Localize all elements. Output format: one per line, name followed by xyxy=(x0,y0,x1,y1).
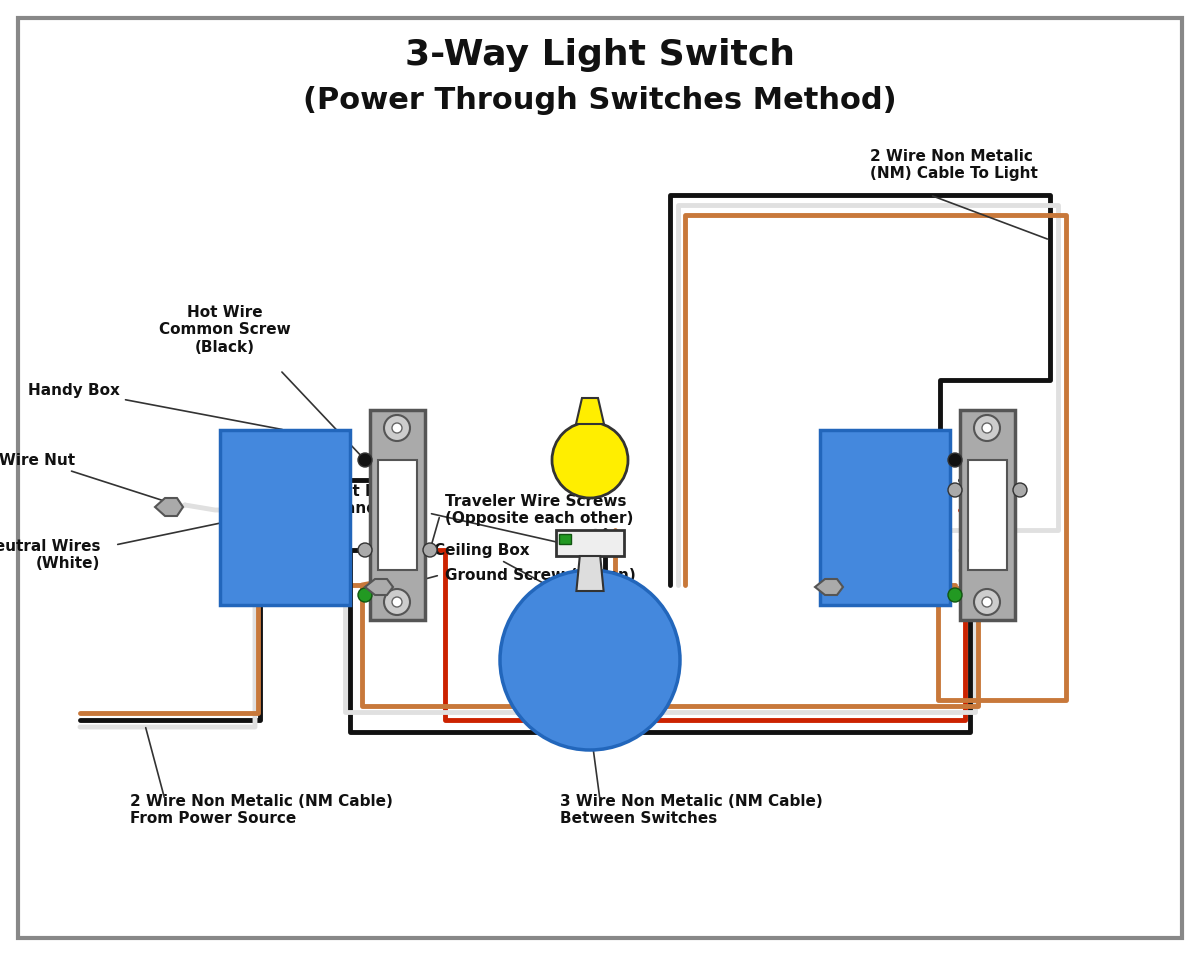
Text: Wire Nut: Wire Nut xyxy=(0,452,180,506)
Circle shape xyxy=(392,597,402,607)
FancyBboxPatch shape xyxy=(370,410,425,620)
Circle shape xyxy=(358,543,372,557)
Text: Neutral Wires
(White): Neutral Wires (White) xyxy=(0,539,100,571)
Text: Light Fixture
and Light: Light Fixture and Light xyxy=(316,484,558,542)
Circle shape xyxy=(392,423,402,433)
FancyBboxPatch shape xyxy=(378,460,418,570)
Circle shape xyxy=(948,588,962,602)
Circle shape xyxy=(974,589,1000,615)
Circle shape xyxy=(982,597,992,607)
FancyBboxPatch shape xyxy=(220,430,350,605)
FancyBboxPatch shape xyxy=(559,534,571,544)
Circle shape xyxy=(1013,483,1027,497)
Text: (Power Through Switches Method): (Power Through Switches Method) xyxy=(304,85,896,115)
Circle shape xyxy=(384,589,410,615)
FancyBboxPatch shape xyxy=(820,430,950,605)
Circle shape xyxy=(500,570,680,750)
FancyBboxPatch shape xyxy=(556,530,624,556)
Circle shape xyxy=(358,588,372,602)
FancyBboxPatch shape xyxy=(968,460,1007,570)
Circle shape xyxy=(974,415,1000,441)
Text: Traveler Wire Screws
(Opposite each other): Traveler Wire Screws (Opposite each othe… xyxy=(445,494,634,526)
Text: 3-Way Light Switch: 3-Way Light Switch xyxy=(406,38,796,72)
Circle shape xyxy=(424,543,437,557)
Circle shape xyxy=(948,453,962,467)
Circle shape xyxy=(358,453,372,467)
Text: 2 Wire Non Metalic (NM Cable)
From Power Source: 2 Wire Non Metalic (NM Cable) From Power… xyxy=(130,793,392,826)
Text: 3 Wire Non Metalic (NM Cable)
Between Switches: 3 Wire Non Metalic (NM Cable) Between Sw… xyxy=(560,793,823,826)
Circle shape xyxy=(552,422,628,498)
Polygon shape xyxy=(815,579,842,595)
Text: Ceiling Box: Ceiling Box xyxy=(434,542,628,629)
Text: Ground Screw (Green): Ground Screw (Green) xyxy=(445,568,636,582)
Polygon shape xyxy=(155,498,182,516)
FancyBboxPatch shape xyxy=(960,410,1015,620)
FancyBboxPatch shape xyxy=(18,18,1182,938)
Text: 2 Wire Non Metalic
(NM) Cable To Light: 2 Wire Non Metalic (NM) Cable To Light xyxy=(870,149,1038,182)
Polygon shape xyxy=(576,398,604,424)
Text: Hot Wire
Common Screw
(Black): Hot Wire Common Screw (Black) xyxy=(160,305,290,355)
Circle shape xyxy=(982,423,992,433)
Polygon shape xyxy=(576,556,604,591)
Circle shape xyxy=(948,483,962,497)
Circle shape xyxy=(384,415,410,441)
Polygon shape xyxy=(365,579,394,595)
Text: Handy Box: Handy Box xyxy=(28,382,282,429)
